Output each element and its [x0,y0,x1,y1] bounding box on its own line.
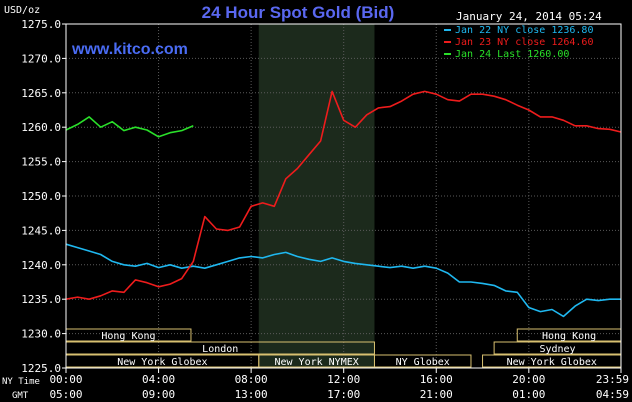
series-lines [65,90,622,318]
y-tick-label: 1230.0 [21,328,61,341]
y-axis-label: USD/oz [4,5,40,16]
kitco-watermark: www.kitco.com [71,41,188,58]
x-tick-label-ny: 20:00 [512,373,545,386]
x-axis-label-ny: NY Time [2,377,40,387]
y-axis: 1275.0 1270.0 1265.0 1260.0 1255.0 1250.0 1245… [21,18,66,375]
chart-datetime: January 24, 2014 05:24 [456,10,602,23]
session-label: Hong Kong [101,331,155,342]
session-label: New York Globex [507,357,597,368]
x-tick-label-gmt: 17:00 [327,388,360,401]
y-tick-label: 1265.0 [21,87,61,100]
x-tick-label-ny: 23:59 [596,373,629,386]
y-tick-label: 1240.0 [21,259,61,272]
y-tick-label: 1245.0 [21,224,61,237]
x-tick-label-gmt: 05:00 [49,388,82,401]
x-tick-label-gmt: 04:59 [596,388,629,401]
y-tick-label: 1255.0 [21,156,61,169]
x-tick-label-ny: 00:00 [49,373,82,386]
legend-entry-0: Jan 22 NY close 1236.80 [455,25,593,36]
y-tick-label: 1270.0 [21,52,61,65]
x-tick-label-gmt: 09:00 [142,388,175,401]
x-axis: 00:00 05:00 04:00 09:00 08:00 13:00 12:00 17:00… [49,368,629,401]
chart-title: 24 Hour Spot Gold (Bid) [202,3,395,22]
x-tick-label-gmt: 01:00 [512,388,545,401]
x-axis-label-gmt: GMT [12,391,29,401]
session-label: NY Globex [396,357,450,368]
session-box [373,354,472,368]
y-tick-label: 1235.0 [21,293,61,306]
x-tick-label-gmt: 13:00 [235,388,268,401]
legend-entry-1: Jan 23 NY close 1264.60 [455,37,593,48]
session-label: Hong Kong [542,331,596,342]
x-tick-label-ny: 08:00 [235,373,268,386]
y-tick-label: 1250.0 [21,190,61,203]
x-tick-label-ny: 12:00 [327,373,360,386]
x-tick-label-ny: 04:00 [142,373,175,386]
y-tick-label: 1260.0 [21,121,61,134]
series-line-2 [65,116,194,138]
session-label: New York Globex [117,357,207,368]
x-tick-label-ny: 16:00 [420,373,453,386]
x-tick-label-gmt: 21:00 [420,388,453,401]
series-line-0 [65,243,621,318]
series-line-1 [65,90,622,300]
session-label: Sydney [539,344,575,355]
y-tick-label: 1225.0 [21,362,61,375]
y-tick-label: 1275.0 [21,18,61,31]
session-label: London [202,344,238,355]
legend-entry-2: Jan 24 Last 1260.00 [455,49,569,60]
session-label: New York NYMEX [274,357,358,368]
